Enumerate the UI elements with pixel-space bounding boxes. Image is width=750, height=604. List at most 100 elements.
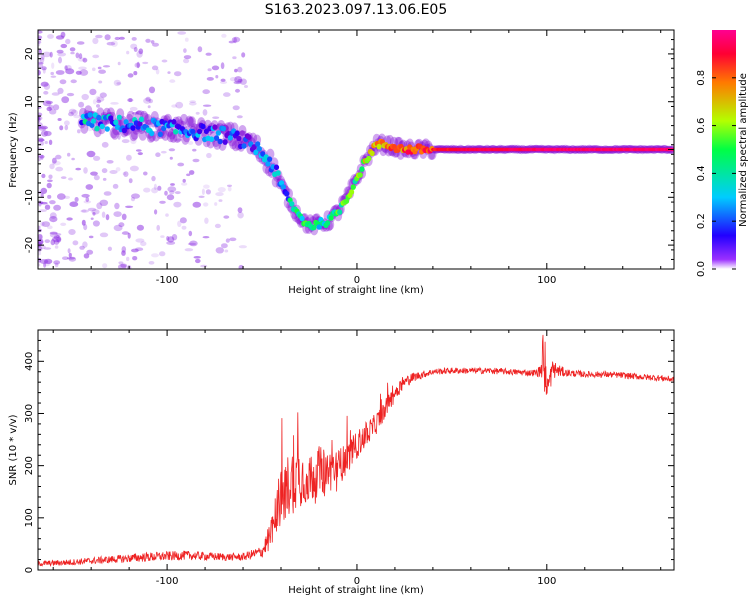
noise-blob <box>59 79 67 85</box>
noise-blob <box>38 61 44 65</box>
noise-blob <box>83 200 92 204</box>
noise-blob <box>38 48 43 55</box>
noise-blob <box>122 172 127 176</box>
noise-blob <box>192 158 200 163</box>
noise-blob <box>167 236 175 243</box>
noise-blob <box>98 80 103 84</box>
noise-blob <box>215 192 224 197</box>
noise-blob <box>53 260 61 265</box>
noise-blob <box>107 246 112 251</box>
ridge-cell <box>260 151 266 157</box>
ridge-halo <box>249 132 258 144</box>
noise-blob <box>77 57 86 62</box>
noise-blob <box>143 187 151 193</box>
noise-blob <box>117 131 121 135</box>
ridge-cell <box>337 209 343 215</box>
colorbar-label: Normalized spectral amplitude <box>738 73 749 227</box>
ridge-cell <box>311 224 317 231</box>
noise-blob <box>81 93 89 101</box>
noise-blob <box>41 66 47 71</box>
noise-blob <box>115 167 121 172</box>
noise-blob <box>113 211 122 218</box>
ridge-cell <box>91 118 97 124</box>
noise-blob <box>82 57 88 63</box>
y-tick-label: 0 <box>24 567 35 573</box>
noise-blob <box>130 197 136 202</box>
noise-blob <box>52 160 61 166</box>
noise-blob <box>55 154 62 160</box>
ridge-cell <box>359 166 365 172</box>
noise-blob <box>64 120 70 126</box>
noise-blob <box>130 43 138 50</box>
noise-blob <box>129 106 138 111</box>
noise-blob <box>60 43 68 49</box>
noise-blob <box>38 238 44 245</box>
noise-blob <box>237 79 243 83</box>
ridge-cell <box>149 130 155 137</box>
ridge-cell <box>113 119 119 126</box>
noise-blob <box>145 38 151 43</box>
noise-blob <box>47 179 53 183</box>
noise-blob <box>92 212 96 216</box>
ridge-cell <box>171 119 177 125</box>
noise-blob <box>205 189 211 195</box>
noise-blob <box>133 71 138 76</box>
noise-blob <box>114 36 121 41</box>
noise-blob <box>110 102 119 105</box>
noise-blob <box>169 190 175 195</box>
ridge-cell <box>289 201 295 207</box>
noise-blob <box>202 104 212 107</box>
spectrogram-noise <box>38 30 248 269</box>
noise-blob <box>220 62 225 70</box>
noise-blob <box>202 109 208 116</box>
noise-blob <box>201 188 205 195</box>
noise-blob <box>68 252 72 258</box>
ridge-cell <box>99 123 105 130</box>
y-tick-label: 300 <box>24 404 35 423</box>
noise-blob <box>148 98 153 104</box>
noise-blob <box>231 36 241 43</box>
noise-blob <box>113 224 123 232</box>
ridge-cell <box>96 114 102 121</box>
y-tick-label: 400 <box>24 352 35 371</box>
noise-blob <box>166 236 170 241</box>
ridge-cell <box>173 129 179 135</box>
noise-blob <box>223 215 230 219</box>
ridge-halo <box>144 114 153 125</box>
noise-blob <box>143 97 152 104</box>
y-tick-label: 200 <box>24 456 35 475</box>
ridge-cell <box>246 134 252 140</box>
ridge-cell <box>350 184 356 190</box>
noise-blob <box>44 258 53 265</box>
colorbar-tick-label: 0.4 <box>696 165 707 181</box>
noise-blob <box>111 40 118 47</box>
noise-blob <box>142 61 149 65</box>
ridge-cell <box>190 128 196 135</box>
ridge-cell <box>214 135 220 141</box>
noise-blob <box>225 238 230 243</box>
noise-blob <box>99 92 107 98</box>
noise-blob <box>99 232 109 238</box>
noise-blob <box>151 65 159 71</box>
noise-blob <box>128 98 133 103</box>
noise-blob <box>39 154 45 159</box>
ridge-cell <box>222 139 228 145</box>
noise-blob <box>169 156 173 160</box>
noise-blob <box>241 52 246 58</box>
ridge-cell <box>116 114 122 121</box>
noise-blob <box>121 213 127 220</box>
noise-blob <box>95 34 103 39</box>
noise-blob <box>153 183 157 191</box>
noise-blob <box>76 41 85 45</box>
noise-blob <box>90 217 94 220</box>
noise-blob <box>136 224 144 231</box>
noise-blob <box>164 190 168 196</box>
noise-blob <box>236 115 243 119</box>
noise-blob <box>38 62 44 69</box>
noise-blob <box>95 95 101 101</box>
noise-blob <box>143 171 148 176</box>
noise-blob <box>93 174 100 181</box>
noise-blob <box>41 221 51 228</box>
